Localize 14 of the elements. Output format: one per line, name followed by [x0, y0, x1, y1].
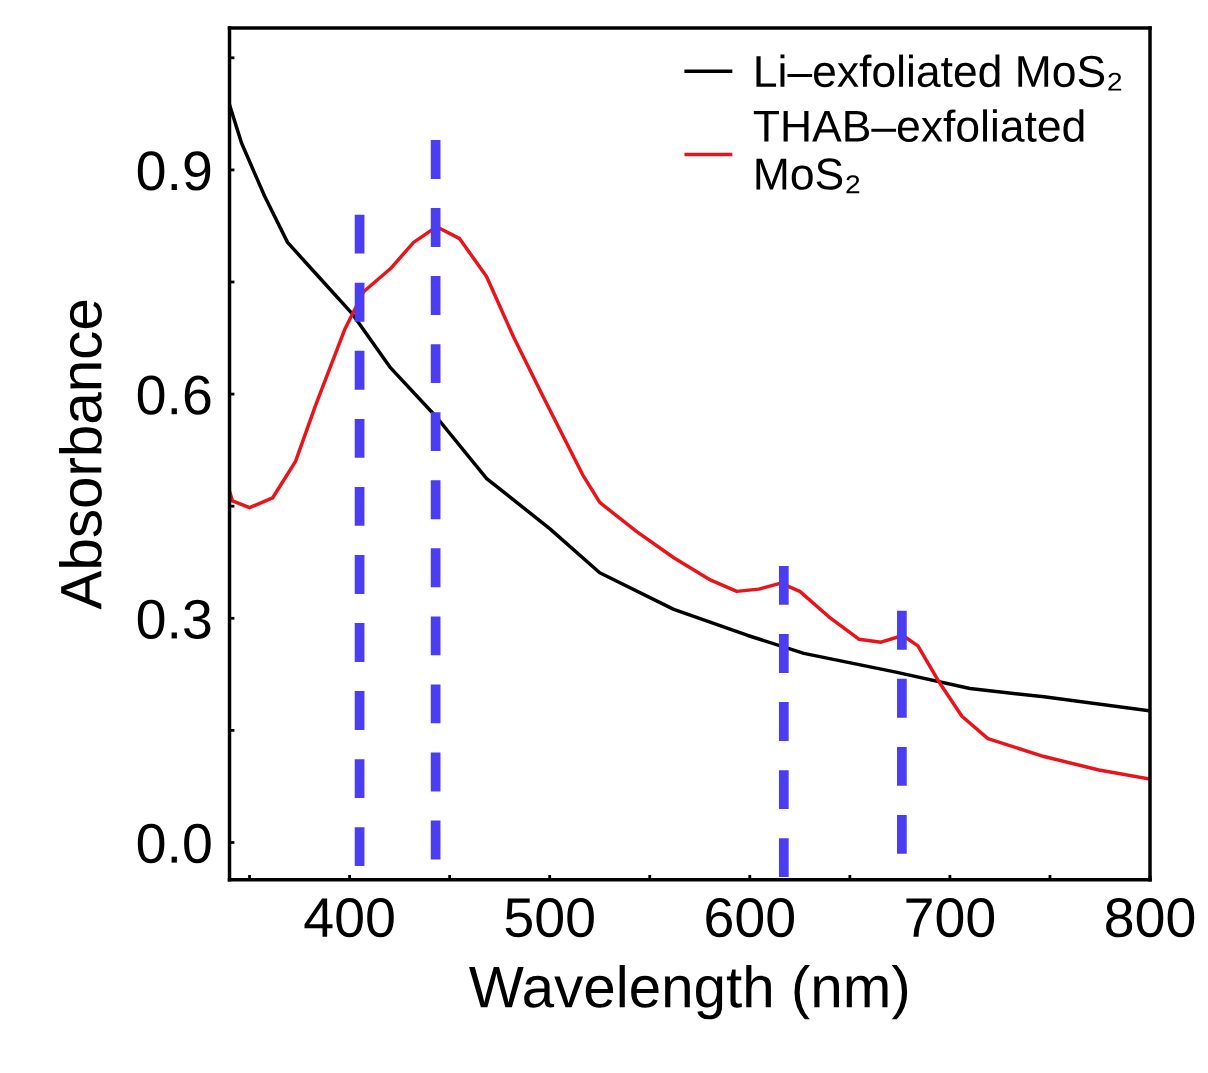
y-tick-label: 0.0	[137, 823, 211, 864]
y-tick-label: 0.6	[137, 375, 211, 415]
x-tick-label: 800	[1106, 897, 1195, 938]
legend-label: THAB–exfoliated MoS₂	[753, 109, 1084, 194]
line-series	[229, 224, 1151, 781]
y-tick-label: 0.9	[137, 151, 211, 191]
y-tick-label: 0.3	[137, 599, 211, 639]
x-tick-label: 700	[906, 897, 995, 938]
x-tick-label: 500	[505, 897, 594, 938]
x-tick-label: 400	[304, 897, 394, 938]
x-tick-label: 600	[706, 897, 794, 938]
legend-label: Li–exfoliated MoS₂	[756, 54, 1122, 91]
x-axis-title: Wavelength (nm)	[469, 964, 908, 1020]
y-axis-title: Absorbance	[59, 300, 102, 610]
